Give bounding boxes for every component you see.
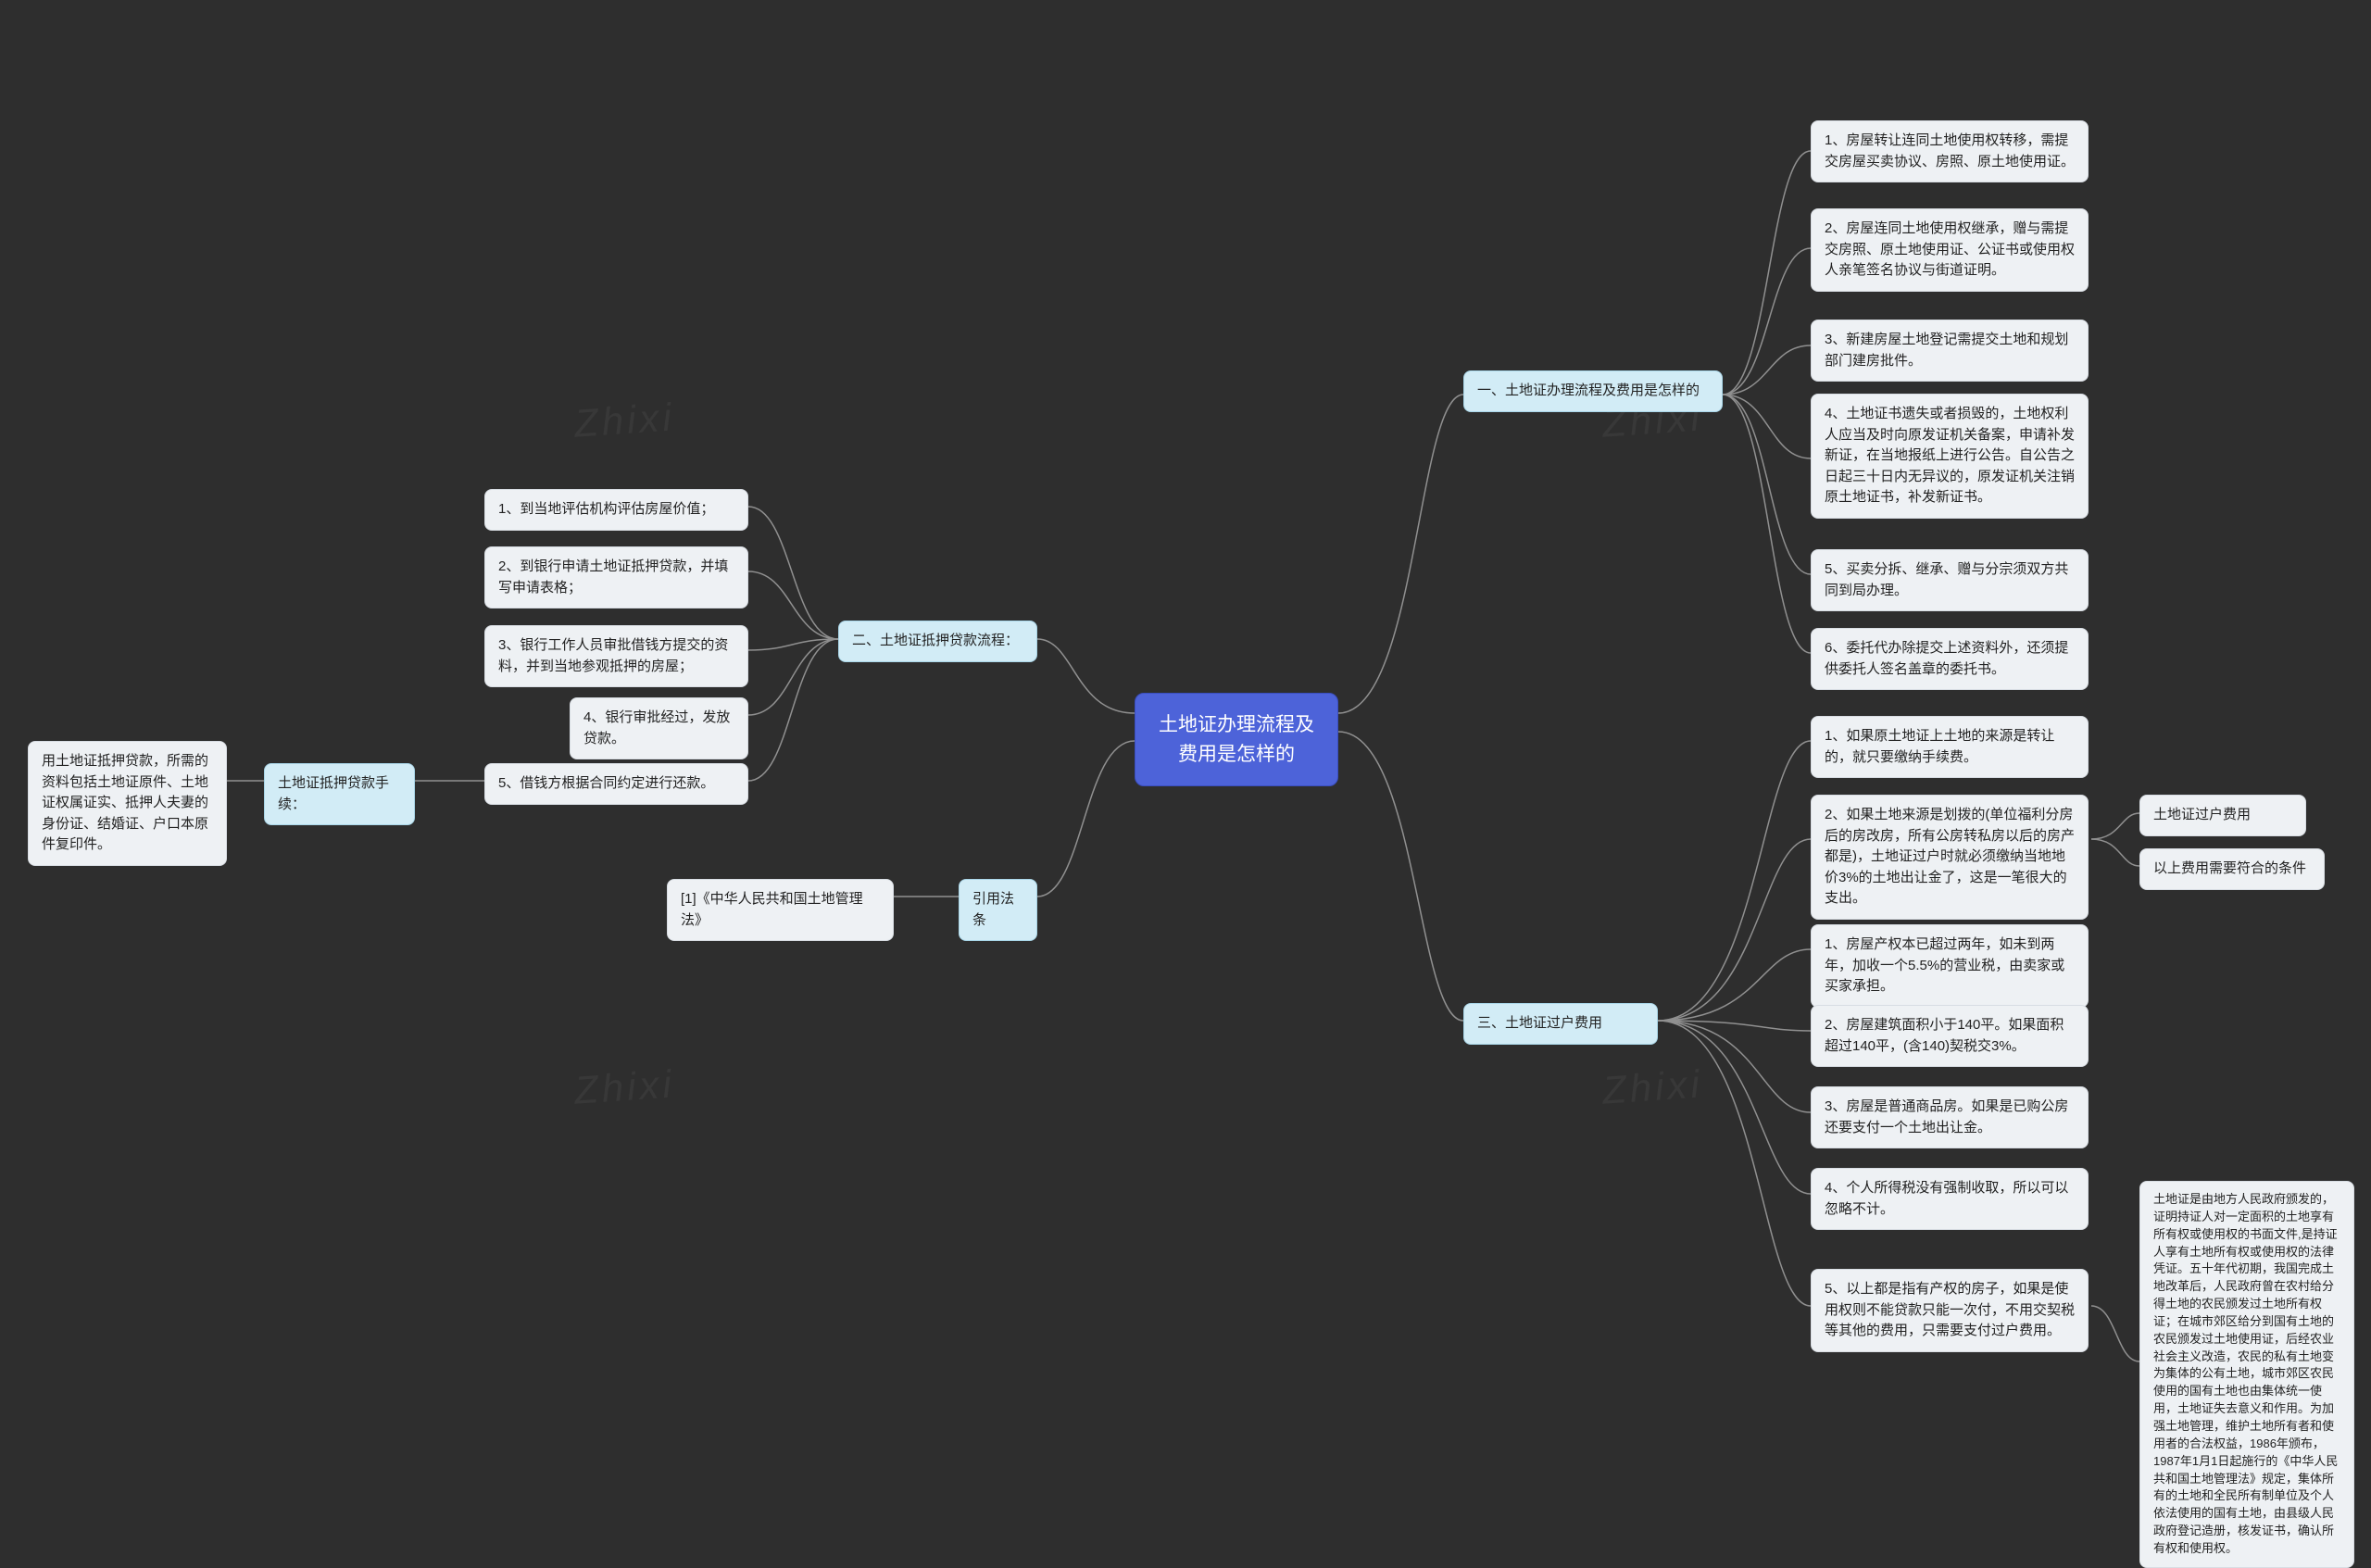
branch-3-item-2b[interactable]: 以上费用需要符合的条件: [2139, 848, 2325, 890]
text: 1、房屋产权本已超过两年，如未到两年，加收一个5.5%的营业税，由卖家或买家承担…: [1825, 936, 2064, 994]
branch-2-item-3[interactable]: 3、银行工作人员审批借钱方提交的资料，并到当地参观抵押的房屋；: [484, 625, 748, 687]
branch-3-item-6[interactable]: 4、个人所得税没有强制收取，所以可以忽略不计。: [1811, 1168, 2089, 1230]
branch-1-item-3[interactable]: 3、新建房屋土地登记需提交土地和规划部门建房批件。: [1811, 320, 2089, 382]
text: 4、银行审批经过，发放贷款。: [583, 709, 730, 746]
text: 土地证抵押贷款手续：: [278, 775, 389, 812]
branch-1-item-1[interactable]: 1、房屋转让连同土地使用权转移，需提交房屋买卖协议、房照、原土地使用证。: [1811, 120, 2089, 182]
text: 2、房屋建筑面积小于140平。如果面积超过140平，(含140)契税交3%。: [1825, 1017, 2064, 1054]
branch-3-item-7-detail[interactable]: 土地证是由地方人民政府颁发的，证明持证人对一定面积的土地享有所有权或使用权的书面…: [2139, 1181, 2354, 1568]
branch-3-item-2a[interactable]: 土地证过户费用: [2139, 795, 2306, 836]
text: 1、到当地评估机构评估房屋价值；: [498, 501, 714, 517]
text: 3、房屋是普通商品房。如果是已购公房还要支付一个土地出让金。: [1825, 1098, 2068, 1135]
text: 5、借钱方根据合同约定进行还款。: [498, 775, 714, 791]
branch-1-label: 一、土地证办理流程及费用是怎样的: [1477, 383, 1700, 398]
branch-2-sub-detail[interactable]: 用土地证抵押贷款，所需的资料包括土地证原件、土地证权属证实、抵押人夫妻的身份证、…: [28, 741, 227, 866]
text: 4、个人所得税没有强制收取，所以可以忽略不计。: [1825, 1180, 2068, 1217]
branch-4[interactable]: 引用法条: [959, 879, 1037, 941]
branch-1[interactable]: 一、土地证办理流程及费用是怎样的: [1463, 370, 1723, 412]
branch-2-item-4[interactable]: 4、银行审批经过，发放贷款。: [570, 697, 748, 759]
text: 4、土地证书遗失或者损毁的，土地权利人应当及时向原发证机关备案，申请补发新证，在…: [1825, 406, 2075, 505]
text: 1、房屋转让连同土地使用权转移，需提交房屋买卖协议、房照、原土地使用证。: [1825, 132, 2075, 169]
text: 2、到银行申请土地证抵押贷款，并填写申请表格；: [498, 558, 728, 596]
branch-2-sub[interactable]: 土地证抵押贷款手续：: [264, 763, 415, 825]
branch-3-item-5[interactable]: 3、房屋是普通商品房。如果是已购公房还要支付一个土地出让金。: [1811, 1086, 2089, 1148]
text: 土地证过户费用: [2153, 807, 2251, 822]
branch-3-label: 三、土地证过户费用: [1477, 1015, 1602, 1031]
text: 5、买卖分拆、继承、赠与分宗须双方共同到局办理。: [1825, 561, 2068, 598]
text: 3、新建房屋土地登记需提交土地和规划部门建房批件。: [1825, 332, 2068, 369]
branch-2-item-2[interactable]: 2、到银行申请土地证抵押贷款，并填写申请表格；: [484, 546, 748, 608]
branch-3-item-7[interactable]: 5、以上都是指有产权的房子，如果是使用权则不能贷款只能一次付，不用交契税等其他的…: [1811, 1269, 2089, 1352]
text: 以上费用需要符合的条件: [2153, 860, 2306, 876]
text: 1、如果原土地证上土地的来源是转让的，就只要缴纳手续费。: [1825, 728, 2054, 765]
branch-3-item-2[interactable]: 2、如果土地来源是划拨的(单位福利分房后的房改房，所有公房转私房以后的房产都是)…: [1811, 795, 2089, 920]
branch-3-item-4[interactable]: 2、房屋建筑面积小于140平。如果面积超过140平，(含140)契税交3%。: [1811, 1005, 2089, 1067]
watermark: Zhixi: [572, 1061, 676, 1112]
text: 5、以上都是指有产权的房子，如果是使用权则不能贷款只能一次付，不用交契税等其他的…: [1825, 1281, 2075, 1338]
branch-1-item-2[interactable]: 2、房屋连同土地使用权继承，赠与需提交房照、原土地使用证、公证书或使用权人亲笔签…: [1811, 208, 2089, 292]
watermark: Zhixi: [1600, 1061, 1704, 1112]
text: 用土地证抵押贷款，所需的资料包括土地证原件、土地证权属证实、抵押人夫妻的身份证、…: [42, 753, 208, 852]
text: 2、如果土地来源是划拨的(单位福利分房后的房改房，所有公房转私房以后的房产都是)…: [1825, 807, 2075, 906]
branch-3-item-1[interactable]: 1、如果原土地证上土地的来源是转让的，就只要缴纳手续费。: [1811, 716, 2089, 778]
watermark: Zhixi: [572, 395, 676, 445]
text: 2、房屋连同土地使用权继承，赠与需提交房照、原土地使用证、公证书或使用权人亲笔签…: [1825, 220, 2075, 278]
branch-2[interactable]: 二、土地证抵押贷款流程：: [838, 621, 1037, 662]
text: [1]《中华人民共和国土地管理法》: [681, 891, 863, 928]
root-label: 土地证办理流程及费用是怎样的: [1159, 714, 1314, 765]
branch-4-label: 引用法条: [972, 891, 1014, 928]
branch-4-item-1[interactable]: [1]《中华人民共和国土地管理法》: [667, 879, 894, 941]
branch-2-item-5[interactable]: 5、借钱方根据合同约定进行还款。: [484, 763, 748, 805]
text: 3、银行工作人员审批借钱方提交的资料，并到当地参观抵押的房屋；: [498, 637, 728, 674]
root-node[interactable]: 土地证办理流程及费用是怎样的: [1135, 693, 1338, 786]
text: 土地证是由地方人民政府颁发的，证明持证人对一定面积的土地享有所有权或使用权的书面…: [2153, 1192, 2338, 1555]
branch-1-item-4[interactable]: 4、土地证书遗失或者损毁的，土地权利人应当及时向原发证机关备案，申请补发新证，在…: [1811, 394, 2089, 519]
branch-3[interactable]: 三、土地证过户费用: [1463, 1003, 1658, 1045]
branch-2-item-1[interactable]: 1、到当地评估机构评估房屋价值；: [484, 489, 748, 531]
branch-2-label: 二、土地证抵押贷款流程：: [852, 633, 1019, 648]
text: 6、委托代办除提交上述资料外，还须提供委托人签名盖章的委托书。: [1825, 640, 2068, 677]
branch-1-item-5[interactable]: 5、买卖分拆、继承、赠与分宗须双方共同到局办理。: [1811, 549, 2089, 611]
branch-3-item-3[interactable]: 1、房屋产权本已超过两年，如未到两年，加收一个5.5%的营业税，由卖家或买家承担…: [1811, 924, 2089, 1008]
branch-1-item-6[interactable]: 6、委托代办除提交上述资料外，还须提供委托人签名盖章的委托书。: [1811, 628, 2089, 690]
